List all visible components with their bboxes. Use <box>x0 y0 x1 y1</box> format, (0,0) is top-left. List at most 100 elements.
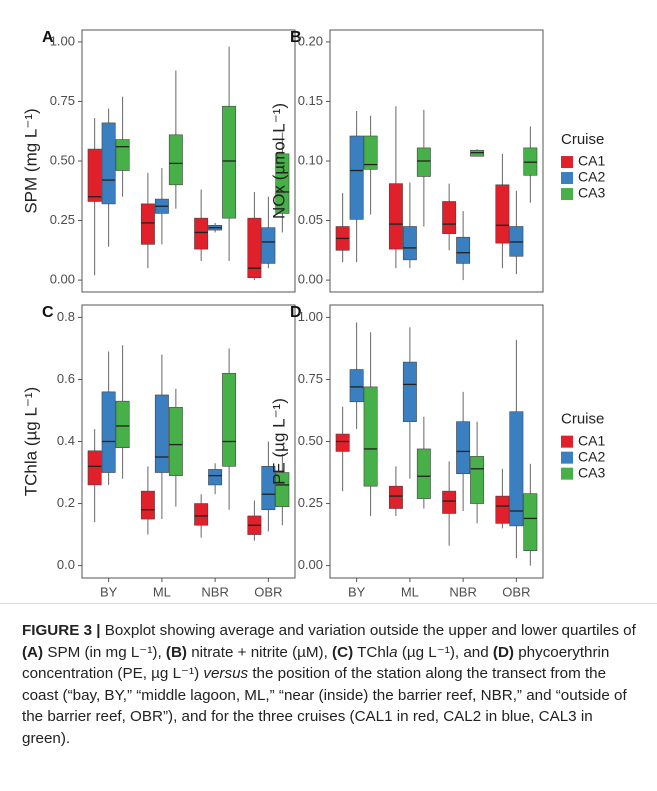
y-tick-label: 0.00 <box>298 272 323 287</box>
box-group <box>388 106 403 269</box>
box-group <box>335 193 350 263</box>
legend-swatch <box>561 451 573 464</box>
caption-text: (B) <box>165 643 187 661</box>
box <box>442 201 457 234</box>
box-group <box>470 149 485 157</box>
box-group <box>470 421 485 524</box>
y-tick-label: 0.75 <box>50 93 75 108</box>
y-tick-label: 0.75 <box>298 371 323 386</box>
box-group <box>402 182 417 269</box>
box-group <box>456 391 471 511</box>
caption-text: (C) <box>332 643 354 661</box>
box <box>402 226 417 261</box>
y-axis-title: NOx (µmol L⁻¹) <box>269 103 288 219</box>
panel-letter: D <box>290 304 302 321</box>
x-tick-label: NBR <box>449 584 476 599</box>
box <box>247 217 262 279</box>
box-group <box>388 466 403 516</box>
box-group <box>456 211 471 281</box>
box-group <box>261 441 276 532</box>
box-group <box>101 351 116 485</box>
box <box>222 372 237 467</box>
box <box>495 184 510 244</box>
box-group <box>194 494 209 538</box>
legend-swatch <box>561 435 573 448</box>
box <box>402 361 417 422</box>
box-group <box>261 196 276 269</box>
caption-text: phycoerythrin concentration (PE, µg L⁻¹) <box>22 643 610 683</box>
y-axis-title: PE (µg L⁻¹) <box>269 398 288 485</box>
legend-label: CA3 <box>578 464 605 480</box>
box <box>87 450 102 486</box>
box <box>388 183 403 250</box>
box <box>509 411 524 527</box>
box <box>349 369 364 403</box>
box <box>115 139 130 171</box>
legend-swatch <box>561 467 573 480</box>
box <box>261 466 276 511</box>
box-group <box>168 388 183 507</box>
y-tick-label: 0.25 <box>50 212 75 227</box>
y-tick-label: 0.25 <box>298 495 323 510</box>
box-group <box>194 189 209 262</box>
y-tick-label: 1.00 <box>50 33 75 48</box>
y-tick-label: 0.50 <box>50 152 75 167</box>
caption-text: the position of the station along the tr… <box>22 665 627 747</box>
x-tick-label: OBR <box>502 584 530 599</box>
caption-text: TChl <box>353 643 390 661</box>
box-group <box>101 108 116 247</box>
box <box>363 386 378 487</box>
box-group <box>523 463 538 566</box>
box-group <box>442 461 457 546</box>
legend-label: CA3 <box>578 185 605 201</box>
box <box>495 495 510 524</box>
y-axis-title: SPM (mg L⁻¹) <box>21 108 40 213</box>
x-tick-label: BY <box>348 584 366 599</box>
box <box>101 391 116 473</box>
box <box>456 236 471 264</box>
box <box>101 122 116 205</box>
box <box>388 485 403 509</box>
box-group <box>495 468 510 529</box>
caption-text: FIGURE 3 | <box>22 622 101 639</box>
box-group <box>168 70 183 209</box>
box-group <box>335 406 350 492</box>
box <box>470 456 485 504</box>
y-tick-label: 0.20 <box>298 33 323 48</box>
box <box>194 217 209 250</box>
caption-text: Boxplot showing average and variation ou… <box>100 622 636 639</box>
y-tick-label: 0.10 <box>298 152 323 167</box>
caption-text: (A) <box>22 643 44 661</box>
box <box>222 105 237 219</box>
box-group <box>247 191 262 281</box>
box <box>363 135 378 170</box>
legend-label: CA1 <box>578 432 605 448</box>
box-group <box>495 153 510 269</box>
x-tick-label: ML <box>153 584 171 599</box>
box <box>275 472 290 507</box>
y-tick-label: 0.00 <box>298 557 323 572</box>
panel-letter: C <box>42 304 54 321</box>
box-group <box>154 168 169 245</box>
legend-label: CA2 <box>578 448 605 464</box>
box <box>349 135 364 220</box>
legend-title: Cruise <box>561 131 604 148</box>
y-axis-title: TChla (µg L⁻¹) <box>21 387 40 496</box>
panel-letter: B <box>290 29 302 46</box>
y-tick-label: 0.15 <box>298 93 323 108</box>
y-tick-label: 0.2 <box>57 495 75 510</box>
caption-text: nitrate + nitrite (µM), <box>186 643 333 661</box>
box-group <box>442 183 457 251</box>
box <box>416 147 431 177</box>
x-tick-label: OBR <box>254 584 282 599</box>
box-group <box>154 354 169 520</box>
y-tick-label: 0.6 <box>57 371 75 386</box>
divider <box>0 603 657 604</box>
y-tick-label: 0.50 <box>298 433 323 448</box>
box-group <box>349 322 364 430</box>
caption-text: (D) <box>492 643 514 661</box>
box-group <box>416 416 431 509</box>
box <box>208 469 223 486</box>
box <box>523 493 538 552</box>
